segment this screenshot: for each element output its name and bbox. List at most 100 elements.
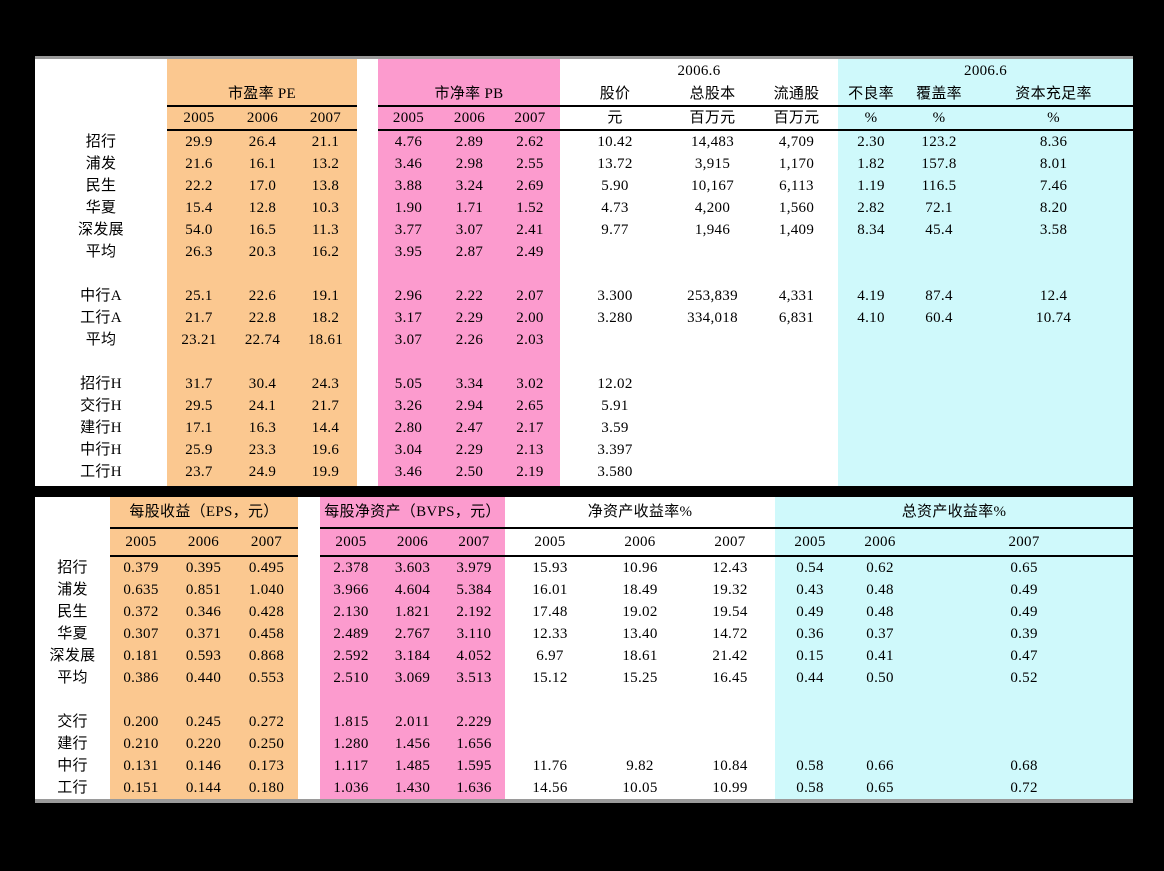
- value-cell: 3.46: [378, 153, 439, 175]
- value-cell: 1.280: [320, 733, 382, 755]
- value-cell: 6,113: [755, 175, 839, 197]
- value-cell: 1.656: [443, 733, 505, 755]
- value-cell: [915, 689, 1134, 711]
- bank-name-cell: 平均: [35, 241, 167, 263]
- pad-cell: [904, 483, 975, 486]
- value-cell: 54.0: [167, 219, 231, 241]
- value-cell: [298, 755, 320, 777]
- value-cell: 0.47: [915, 645, 1134, 667]
- value-cell: 2.592: [320, 645, 382, 667]
- value-cell: 0.131: [110, 755, 172, 777]
- bank-name-cell: 民生: [35, 175, 167, 197]
- value-cell: 0.49: [915, 579, 1134, 601]
- value-cell: 2.82: [838, 197, 905, 219]
- value-cell: 1.595: [443, 755, 505, 777]
- value-cell: 0.41: [845, 645, 916, 667]
- roe-group-title: 净资产收益率%: [505, 497, 776, 529]
- value-cell: 0.868: [235, 645, 298, 667]
- value-cell: [904, 373, 975, 395]
- value-cell: [357, 130, 378, 153]
- value-cell: 5.90: [560, 175, 670, 197]
- value-cell: [915, 733, 1134, 755]
- value-cell: [560, 263, 670, 285]
- value-cell: 2.011: [382, 711, 443, 733]
- value-cell: 19.02: [595, 601, 685, 623]
- value-cell: [500, 351, 560, 373]
- value-cell: 0.553: [235, 667, 298, 689]
- value-cell: 0.272: [235, 711, 298, 733]
- sub-header-row: 2005 2006 2007 2005 2006 2007 元 百万元 百万元 …: [35, 106, 1134, 131]
- value-cell: 23.3: [231, 439, 294, 461]
- value-cell: [595, 733, 685, 755]
- value-cell: [382, 689, 443, 711]
- value-cell: 1.117: [320, 755, 382, 777]
- value-cell: 14.72: [685, 623, 776, 645]
- pe-year: 2005: [167, 106, 231, 131]
- value-cell: 31.7: [167, 373, 231, 395]
- value-cell: 25.9: [167, 439, 231, 461]
- value-cell: [904, 395, 975, 417]
- bank-name-cell: 建行: [35, 733, 110, 755]
- bank-name-cell: 深发展: [35, 645, 110, 667]
- value-cell: 0.458: [235, 623, 298, 645]
- value-cell: 2.50: [439, 461, 500, 483]
- value-cell: [974, 373, 1134, 395]
- value-cell: 0.180: [235, 777, 298, 801]
- col-header-car: 资本充足率: [974, 83, 1134, 107]
- table-row: 平均 23.21 22.74 18.61 3.07 2.26 2.03: [35, 329, 1134, 351]
- value-cell: [838, 439, 905, 461]
- value-cell: 0.62: [845, 556, 916, 579]
- value-cell: [775, 689, 846, 711]
- value-cell: 23.7: [167, 461, 231, 483]
- value-cell: [320, 689, 382, 711]
- roa-group-title: 总资产收益率%: [775, 497, 1134, 529]
- value-cell: 2.89: [439, 130, 500, 153]
- value-cell: [357, 351, 378, 373]
- value-cell: 4.604: [382, 579, 443, 601]
- roe-year: 2005: [505, 528, 595, 557]
- value-cell: [904, 241, 975, 263]
- value-cell: [974, 329, 1134, 351]
- value-cell: [357, 461, 378, 483]
- table-row: 工行H 23.7 24.9 19.9 3.46 2.50 2.19 3.580: [35, 461, 1134, 483]
- value-cell: 18.49: [595, 579, 685, 601]
- value-cell: [298, 556, 320, 579]
- value-cell: 22.8: [231, 307, 294, 329]
- header-spacer: [35, 528, 110, 556]
- value-cell: 30.4: [231, 373, 294, 395]
- value-cell: 2.03: [500, 329, 560, 351]
- value-cell: 12.8: [231, 197, 294, 219]
- unit-npl: %: [838, 106, 905, 131]
- unit-coverage: %: [904, 106, 975, 131]
- value-cell: 2.94: [439, 395, 500, 417]
- value-cell: [357, 263, 378, 285]
- pad-cell: [167, 483, 231, 486]
- value-cell: 0.146: [172, 755, 235, 777]
- group-title-row: 每股收益（EPS，元） 每股净资产（BVPS，元） 净资产收益率% 总资产收益率…: [35, 497, 1134, 529]
- table-row: 浦发 0.635 0.851 1.040 3.966 4.604 5.384 16.01 18.…: [35, 579, 1134, 601]
- table-row: 华夏 15.4 12.8 10.3 1.90 1.71 1.52 4.73 4,200 1,560…: [35, 197, 1134, 219]
- value-cell: 3.58: [974, 219, 1134, 241]
- value-cell: 0.49: [915, 601, 1134, 623]
- value-cell: [294, 263, 357, 285]
- value-cell: [670, 373, 755, 395]
- value-cell: 1.52: [500, 197, 560, 219]
- table-row: 平均 0.386 0.440 0.553 2.510 3.069 3.513 15.12 15.…: [35, 667, 1134, 689]
- value-cell: 2.229: [443, 711, 505, 733]
- value-cell: 19.54: [685, 601, 776, 623]
- header-spacer: [35, 497, 110, 528]
- bvps-year: 2007: [443, 528, 505, 557]
- value-cell: 2.00: [500, 307, 560, 329]
- bank-name-cell: 华夏: [35, 623, 110, 645]
- value-cell: 20.3: [231, 241, 294, 263]
- value-cell: [904, 439, 975, 461]
- value-cell: 14.56: [505, 777, 595, 801]
- value-cell: 8.01: [974, 153, 1134, 175]
- value-cell: [505, 711, 595, 733]
- value-cell: [231, 351, 294, 373]
- value-cell: 0.65: [915, 556, 1134, 579]
- value-cell: 16.2: [294, 241, 357, 263]
- value-cell: [294, 351, 357, 373]
- value-cell: [357, 373, 378, 395]
